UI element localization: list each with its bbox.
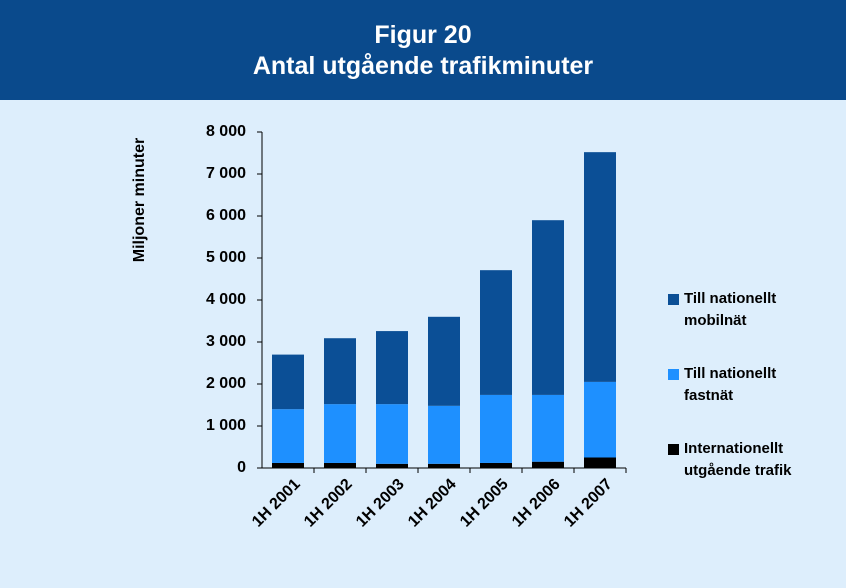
legend-swatch	[668, 294, 679, 305]
y-tick-label: 5 000	[206, 249, 246, 266]
bar-segment	[584, 152, 616, 382]
bar-segment	[480, 462, 512, 468]
x-tick-label: 1H 2003	[353, 476, 408, 531]
x-tick-label: 1H 2006	[509, 476, 564, 531]
bar-segment	[428, 405, 460, 464]
x-tick-label: 1H 2001	[249, 476, 304, 531]
y-tick-label: 4 000	[206, 291, 246, 308]
bar-segment	[324, 404, 356, 463]
legend-label: Till nationellt fastnät	[684, 365, 777, 404]
y-axis-label: Miljoner minuter	[131, 138, 148, 262]
legend-label: Till nationellt mobilnät	[684, 290, 777, 329]
y-tick-label: 2 000	[206, 375, 246, 392]
legend-swatch	[668, 444, 679, 455]
bar-segment	[272, 354, 304, 410]
bar-segment	[532, 461, 564, 468]
chart-title: Figur 20	[374, 21, 472, 49]
bar-segment	[480, 394, 512, 463]
bar-segment	[532, 220, 564, 395]
bar-segment	[376, 331, 408, 405]
bar-segment	[428, 316, 460, 406]
bar-segment	[584, 457, 616, 468]
x-tick-label: 1H 2004	[405, 476, 460, 531]
bar-segment	[376, 463, 408, 468]
bar-segment	[480, 270, 512, 395]
x-tick-label: 1H 2007	[561, 476, 616, 531]
legend-swatch	[668, 369, 679, 380]
x-tick-label: 1H 2002	[301, 476, 356, 531]
bar-segment	[324, 338, 356, 405]
y-tick-label: 7 000	[206, 165, 246, 182]
y-tick-label: 8 000	[206, 123, 246, 140]
bar-segment	[376, 404, 408, 464]
legend-label: Internationellt utgående trafik	[684, 440, 792, 479]
header: Figur 20 Antal utgående trafikminuter	[0, 0, 846, 100]
bar-segment	[584, 381, 616, 458]
bar-segment	[272, 462, 304, 468]
y-tick-label: 0	[237, 459, 246, 476]
bar-segment	[532, 394, 564, 462]
bar-segment	[272, 409, 304, 463]
bar-segment	[324, 462, 356, 468]
x-tick-label: 1H 2005	[457, 476, 512, 531]
y-tick-label: 3 000	[206, 333, 246, 350]
chart-subtitle: Antal utgående trafikminuter	[252, 52, 594, 80]
bar-segment	[428, 463, 460, 468]
y-tick-label: 1 000	[206, 417, 246, 434]
y-tick-label: 6 000	[206, 207, 246, 224]
